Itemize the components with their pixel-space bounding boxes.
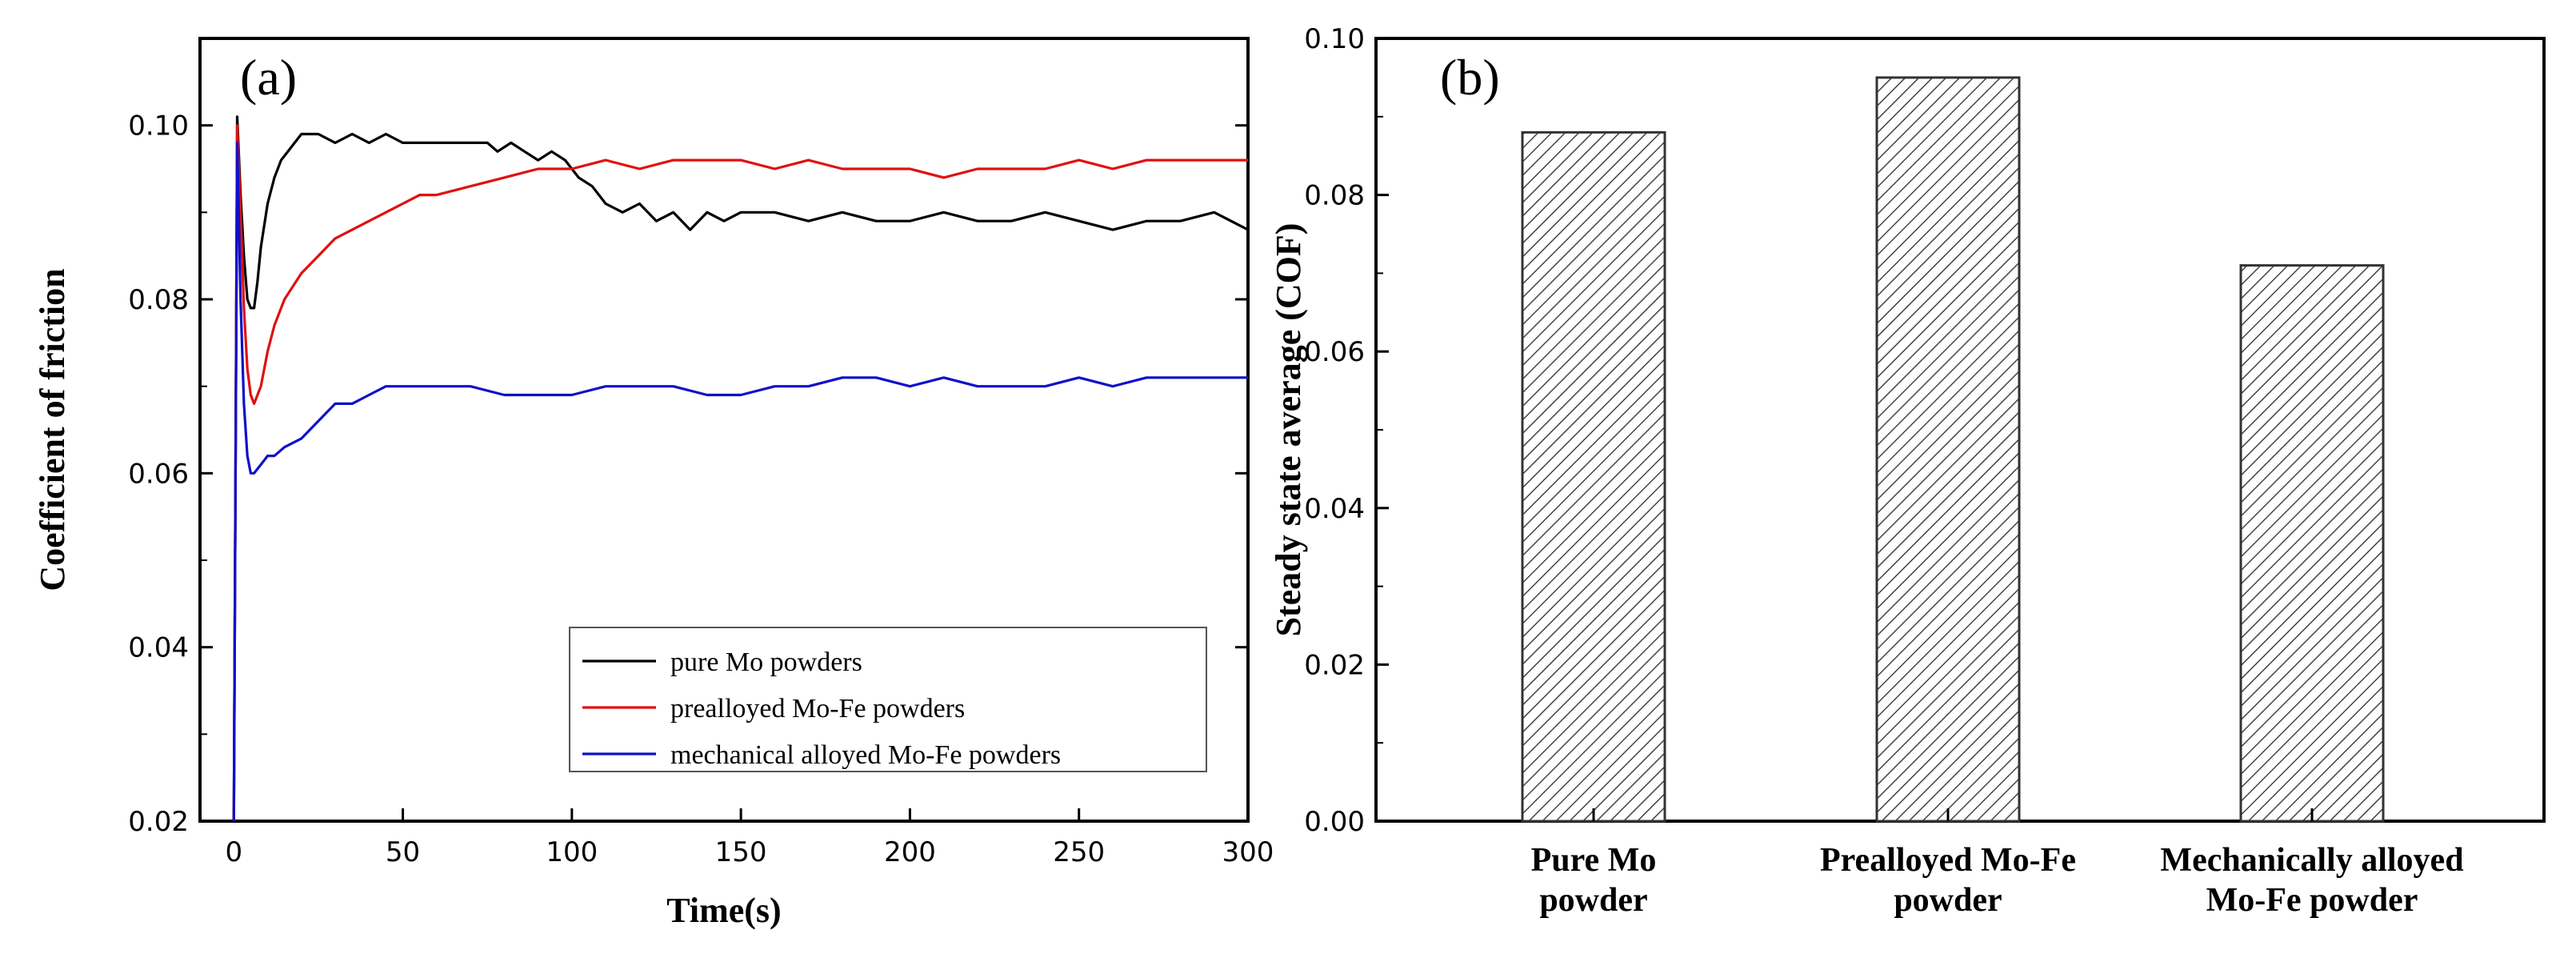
x-tick-label: 300	[1222, 836, 1274, 868]
panel-b-label: (b)	[1440, 49, 1500, 106]
category-label-1: Prealloyed Mo-Fe powder	[1820, 842, 2076, 919]
y-tick-label: 0.02	[1304, 649, 1365, 681]
x-tick-label: 100	[546, 836, 598, 868]
y-tick-label: 0.08	[128, 284, 189, 316]
y-tick-label: 0.00	[1304, 806, 1365, 838]
y-tick-label: 0.06	[1304, 336, 1365, 368]
y-tick-label: 0.04	[1304, 493, 1365, 525]
panel-a-label: (a)	[240, 49, 297, 106]
y-tick-label: 0.10	[1304, 23, 1365, 55]
panel-b-y-axis: 0.00 0.02 0.04 0.06 0.08 0.10	[1304, 23, 1389, 838]
x-tick-label: 200	[884, 836, 936, 868]
panel-b-y-axis-label: Steady state average (COF)	[1269, 223, 1308, 637]
legend-label-1: prealloyed Mo-Fe powders	[670, 694, 965, 724]
category-label-line: Prealloyed Mo-Fe	[1820, 842, 2076, 879]
bar-2	[2239, 264, 2385, 823]
y-tick-label: 0.06	[128, 458, 189, 490]
legend-box	[569, 627, 1207, 772]
panel-a-series	[232, 115, 1248, 821]
series-line-0	[232, 115, 1248, 821]
panel-a-x-axis-label: Time(s)	[666, 891, 781, 930]
panel-b-bar-chart: (b) 0.000.020.040.060.080.10 Pure Mo powd…	[1269, 23, 2546, 919]
bar-1	[1875, 76, 2021, 823]
panel-a-plot-frame	[198, 37, 1250, 823]
category-label-line: Pure Mo	[1531, 842, 1657, 879]
y-tick-label: 0.04	[128, 632, 189, 664]
x-tick-label: 0	[225, 836, 242, 868]
panel-a-line-chart: (a) 0.02 0.04 0.06 0.08 0.10 0 50 100 150 200 250…	[33, 37, 1274, 930]
legend-label-0: pure Mo powders	[670, 647, 862, 677]
bar-0	[1521, 130, 1666, 823]
panel-a-x-axis: 0 50 100 150 200 250 300	[225, 808, 1274, 868]
y-tick-label: 0.10	[128, 110, 189, 142]
y-tick-label: 0.02	[128, 806, 189, 838]
x-tick-label: 250	[1053, 836, 1105, 868]
category-label-line: Mo-Fe powder	[2206, 882, 2418, 919]
category-label-line: powder	[1539, 882, 1647, 919]
y-tick-label: 0.08	[1304, 180, 1365, 212]
series-line-1	[232, 124, 1248, 821]
panel-a-legend: pure Mo powders prealloyed Mo-Fe powders m…	[569, 627, 1207, 772]
x-tick-label: 50	[386, 836, 420, 868]
category-label-0: Pure Mo powder	[1531, 842, 1657, 919]
panel-a-y-axis-label: Coefficient of friction	[33, 268, 72, 591]
category-label-line: Mechanically alloyed	[2160, 842, 2463, 879]
category-label-line: powder	[1894, 882, 2002, 919]
panel-a-y-axis: 0.02 0.04 0.06 0.08 0.10	[128, 110, 1248, 838]
series-line-2	[232, 141, 1248, 821]
x-tick-label: 150	[715, 836, 767, 868]
legend-label-2: mechanical alloyed Mo-Fe powders	[670, 740, 1061, 770]
category-label-2: Mechanically alloyed Mo-Fe powder	[2160, 842, 2463, 919]
panel-b-bars	[1521, 76, 2385, 823]
